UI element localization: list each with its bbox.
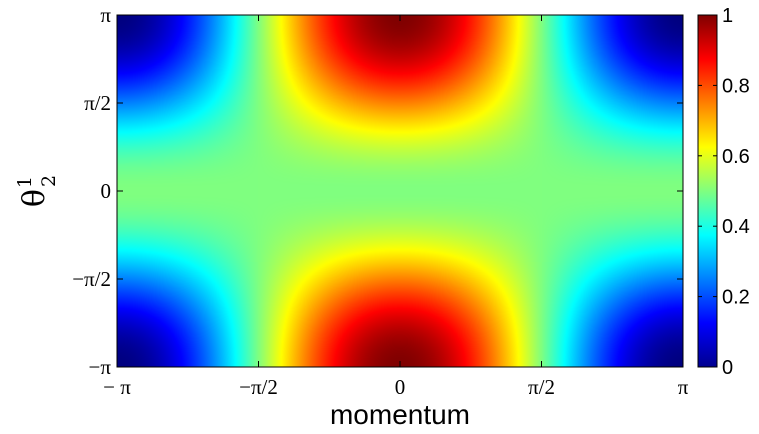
colorbar-tick-label: 0.8: [722, 75, 750, 97]
colorbar-ticks: 1 0.8 0.6 0.4 0.2 0: [698, 5, 750, 379]
colorbar-tick-label: 0: [722, 357, 733, 379]
colorbar: [697, 14, 718, 368]
y-tick-label: π: [100, 3, 111, 27]
svg-text:θ12: θ1 2: [14, 175, 60, 207]
x-tick-label: − π: [103, 375, 131, 399]
y-axis-ticks: π π/2 0 −π/2 −π: [72, 3, 683, 379]
y-tick-label: 0: [101, 179, 112, 203]
colorbar-tick-label: 0.2: [722, 287, 750, 309]
heatmap-image: [117, 15, 683, 367]
colorbar-tick-label: 0.4: [722, 216, 750, 238]
y-tick-label: −π: [89, 355, 112, 379]
x-axis-label: momentum: [330, 399, 470, 430]
y-tick-label: π/2: [84, 91, 111, 115]
x-tick-label: 0: [395, 375, 406, 399]
x-axis-ticks: − π −π/2 0 π/2 π: [103, 15, 689, 399]
y-axis-label: θ1 2: [14, 175, 60, 207]
x-tick-label: π/2: [528, 375, 555, 399]
colorbar-tick-label: 0.6: [722, 146, 750, 168]
colorbar-tick-label: 1: [722, 5, 733, 27]
x-tick-label: π: [678, 375, 689, 399]
x-tick-label: −π/2: [239, 375, 278, 399]
y-tick-label: −π/2: [72, 267, 111, 291]
